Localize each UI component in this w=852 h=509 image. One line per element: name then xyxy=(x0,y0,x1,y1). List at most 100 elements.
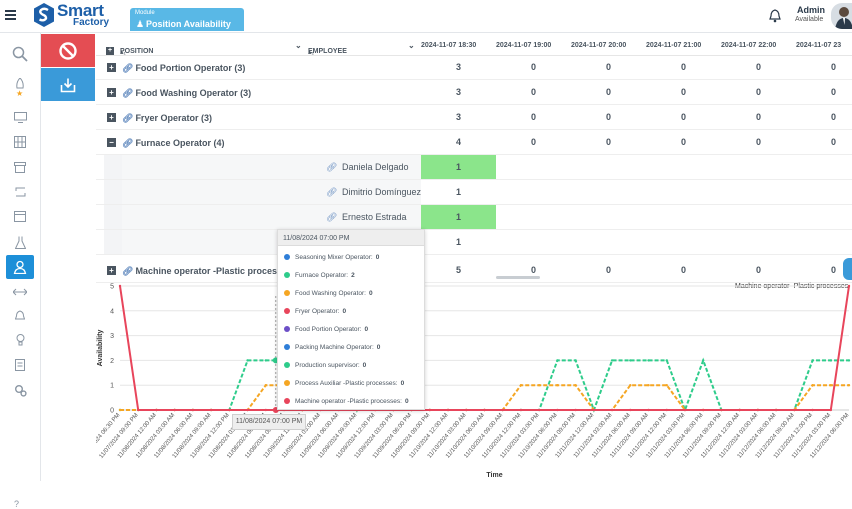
group-row[interactable]: − 🔗︎ Furnace Operator (4) 4 0 0 0 0 0 xyxy=(96,130,852,155)
column-date-0[interactable]: 2024-11-07 18:30 xyxy=(421,42,477,49)
grid-cell: 0 xyxy=(605,265,611,275)
link-icon: 🔗︎ xyxy=(122,63,134,73)
svg-text:★: ★ xyxy=(16,89,23,96)
user-name[interactable]: Admin xyxy=(797,5,825,15)
app-subtitle: Factory xyxy=(73,17,110,28)
link-icon: 🔗︎ xyxy=(326,187,338,197)
data-point xyxy=(847,384,851,387)
position-availability-icon[interactable] xyxy=(6,255,34,279)
bell-icon[interactable] xyxy=(10,307,30,325)
employee-row[interactable]: 🔗︎ Ernesto Estrada 1 xyxy=(96,205,852,230)
column-date-1[interactable]: 2024-11-07 19:00 xyxy=(496,42,552,49)
tooltip-label: Fryer Operator: xyxy=(295,308,340,315)
group-row[interactable]: + 🔗︎ Machine operator -Plastic processes … xyxy=(96,258,852,283)
position-filter-chevron-icon[interactable]: ⌄ xyxy=(295,41,302,50)
grid-cell: 0 xyxy=(755,265,761,275)
group-row[interactable]: + 🔗︎ Fryer Operator (3) 3 0 0 0 0 0 xyxy=(96,105,852,130)
data-point xyxy=(191,408,195,412)
column-date-5[interactable]: 2024-11-07 23 xyxy=(796,42,842,49)
column-date-2[interactable]: 2024-11-07 20:00 xyxy=(571,42,627,49)
grid-cell: 1 xyxy=(421,155,496,179)
notification-bell-icon[interactable] xyxy=(769,9,781,23)
y-axis-label: Availability xyxy=(97,330,104,367)
grid-cell: 0 xyxy=(830,62,836,72)
column-date-4[interactable]: 2024-11-07 22:00 xyxy=(721,42,777,49)
data-point xyxy=(465,408,468,412)
series-dot-icon xyxy=(284,380,290,386)
menu-icon[interactable] xyxy=(5,10,16,20)
side-panel-toggle[interactable] xyxy=(843,258,852,280)
y-tick-label: 1 xyxy=(110,383,114,390)
building-icon[interactable] xyxy=(10,133,30,151)
grid-cell: 0 xyxy=(680,87,686,97)
cycle-icon[interactable] xyxy=(10,183,30,201)
help-icon[interactable]: ? xyxy=(14,499,20,509)
group-row[interactable]: + 🔗︎ Food Portion Operator (3) 3 0 0 0 0 … xyxy=(96,55,852,80)
grid-cell: 3 xyxy=(455,87,461,97)
app-title: Smart xyxy=(57,1,104,20)
data-point xyxy=(264,408,267,412)
row-spacer xyxy=(122,155,421,179)
data-point xyxy=(173,408,176,412)
rocket-icon[interactable]: ★ xyxy=(10,78,30,96)
expand-icon[interactable]: + xyxy=(107,266,116,275)
data-point xyxy=(811,359,814,362)
data-point xyxy=(556,359,559,362)
x-axis-tooltip: 11/08/2024 07:00 PM xyxy=(232,414,306,430)
tooltip-label: Seasoning Mixer Operator: xyxy=(295,254,373,261)
tooltip-value: 0 xyxy=(376,344,381,351)
group-row[interactable]: + 🔗︎ Food Washing Operator (3) 3 0 0 0 0 … xyxy=(96,80,852,105)
data-point xyxy=(228,408,231,412)
flask-icon[interactable] xyxy=(10,233,30,251)
data-point xyxy=(665,408,668,412)
chart-tooltip: 11/08/2024 07:00 PM Seasoning Mixer Oper… xyxy=(277,229,425,410)
horizontal-scrollbar[interactable] xyxy=(496,276,540,279)
series-dot-icon xyxy=(284,398,290,404)
person-icon: ♟ xyxy=(136,19,145,29)
link-icon: 🔗︎ xyxy=(122,88,134,98)
employee-filter-chevron-icon[interactable]: ⌄ xyxy=(408,41,415,50)
employee-label: 🔗︎ Ernesto Estrada xyxy=(326,212,407,222)
archive-icon[interactable] xyxy=(10,158,30,176)
download-button[interactable] xyxy=(41,68,95,101)
collapse-icon[interactable]: − xyxy=(107,138,116,147)
cancel-button[interactable] xyxy=(41,34,95,67)
column-date-3[interactable]: 2024-11-07 21:00 xyxy=(646,42,702,49)
search-icon[interactable] xyxy=(10,45,30,63)
document-icon[interactable] xyxy=(10,356,30,374)
arrows-icon[interactable] xyxy=(10,283,30,301)
monitor-icon[interactable] xyxy=(10,108,30,126)
grid-cell: 3 xyxy=(455,112,461,122)
employee-row[interactable]: 1 xyxy=(96,230,852,255)
y-tick-label: 0 xyxy=(110,408,114,415)
link-icon: 🔗︎ xyxy=(326,212,338,222)
data-point xyxy=(629,384,632,387)
data-point xyxy=(537,384,541,387)
gears-icon[interactable] xyxy=(10,381,30,399)
expand-icon[interactable]: + xyxy=(107,113,116,122)
group-label: 🔗︎ Furnace Operator (4) xyxy=(122,138,225,148)
data-point xyxy=(246,359,249,362)
tooltip-value: 0 xyxy=(404,398,409,405)
data-point xyxy=(574,359,577,362)
data-point xyxy=(519,408,523,412)
data-point xyxy=(702,408,705,412)
series-dot-icon xyxy=(284,326,290,332)
module-tab[interactable]: Module ♟ Position Availability xyxy=(130,8,244,31)
calendar-icon[interactable] xyxy=(10,207,30,225)
employee-row[interactable]: 🔗︎ Daniela Delgado 1 xyxy=(96,155,852,180)
grid-cell: 0 xyxy=(605,62,611,72)
employee-row[interactable]: 🔗︎ Dimitrio Domínguez 1 xyxy=(96,180,852,205)
grid-cell: 1 xyxy=(455,187,461,197)
employee-label: 🔗︎ Dimitrio Domínguez xyxy=(326,187,421,197)
row-spacer xyxy=(122,180,421,204)
tooltip-label: Food Portion Operator: xyxy=(295,326,362,333)
expand-icon[interactable]: + xyxy=(107,88,116,97)
data-point xyxy=(720,408,723,412)
grid-cell: 0 xyxy=(530,265,536,275)
grid-cell: 1 xyxy=(455,237,461,247)
bulb-icon[interactable] xyxy=(10,331,30,349)
grid-cell: 0 xyxy=(530,137,536,147)
avatar[interactable] xyxy=(831,3,852,29)
expand-icon[interactable]: + xyxy=(107,63,116,72)
